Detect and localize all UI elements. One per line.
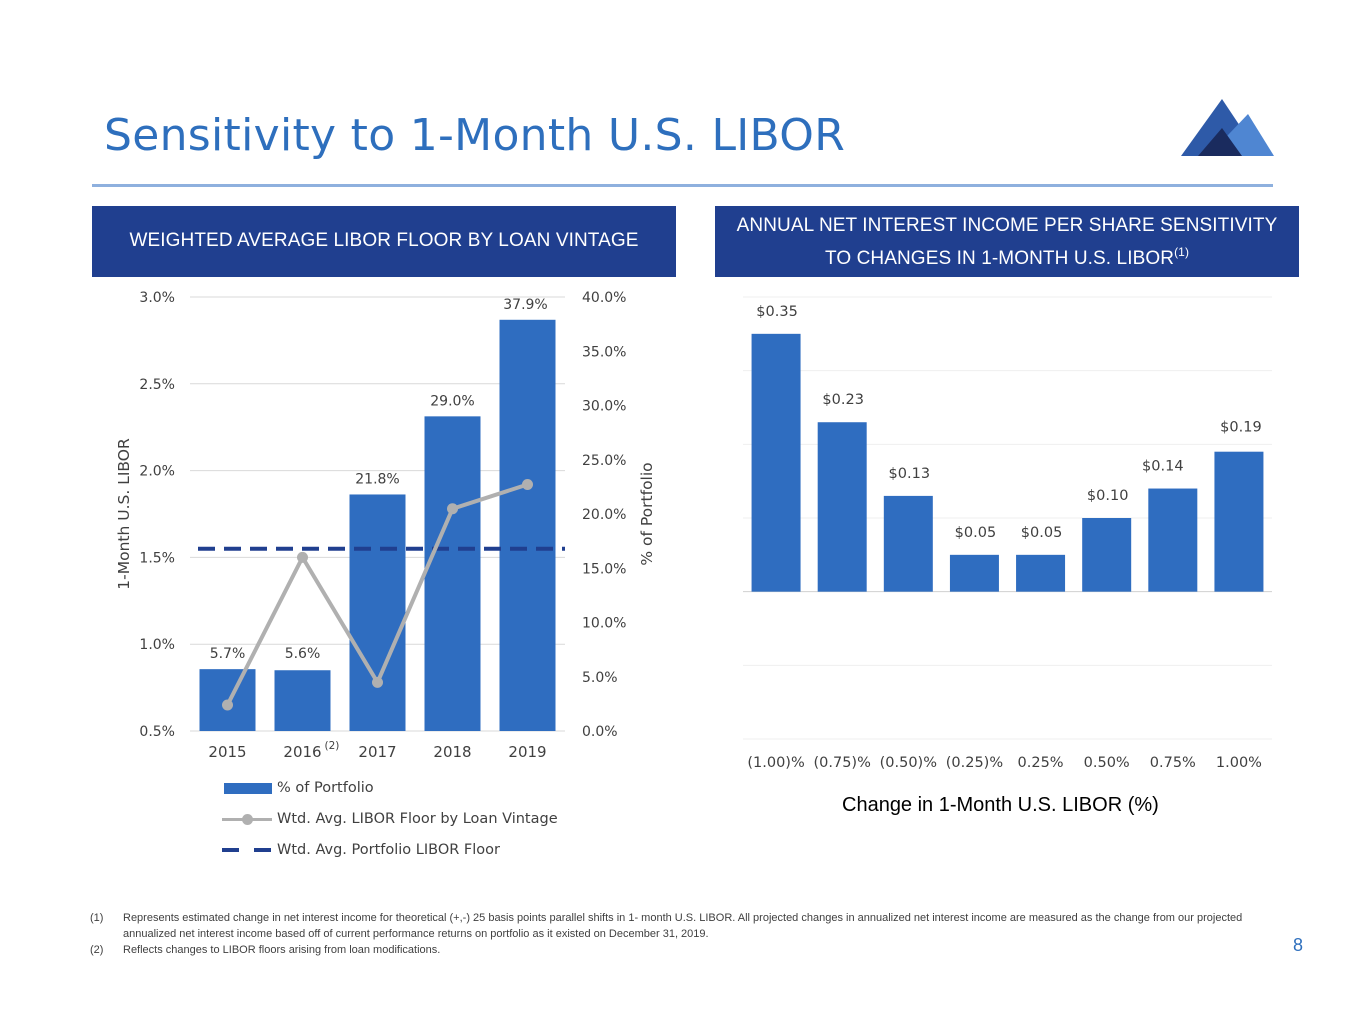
portfolio-bar	[424, 416, 481, 731]
libor-change-category-label: (1.00)%	[747, 755, 804, 771]
right-y-axis-title: % of Portfolio	[638, 462, 656, 565]
vintage-floor-point	[222, 699, 233, 711]
libor-floor-by-vintage-chart: 0.5% 1.0% 1.5% 2.0% 2.5% 3.0% 0.0% 5.0% 10.0% 15.…	[115, 290, 656, 761]
legend-label-portfolio: % of Portfolio	[277, 780, 374, 796]
portfolio-bar-label: 29.0%	[430, 393, 474, 409]
vintage-category-sup: (2)	[325, 740, 340, 752]
left-y-tick-label: 0.5%	[139, 724, 175, 740]
portfolio-bar-label: 5.6%	[285, 646, 321, 662]
right-y-tick-label: 15.0%	[582, 561, 626, 577]
legend-label-vintage-floor: Wtd. Avg. LIBOR Floor by Loan Vintage	[277, 811, 558, 827]
footnotes: (1) Represents estimated change in net i…	[90, 910, 1270, 958]
sensitivity-bar-label: $0.23	[822, 392, 864, 408]
left-y-tick-label: 1.5%	[139, 550, 175, 566]
right-panel-header-sup: (1)	[1174, 244, 1190, 259]
legend-dash-swatch	[254, 848, 271, 852]
sensitivity-bar	[817, 422, 867, 592]
sensitivity-bar-label: $0.14	[1142, 459, 1184, 475]
footnote-2: (2) Reflects changes to LIBOR floors ari…	[90, 942, 1270, 958]
sensitivity-bar	[1148, 488, 1198, 592]
legend-label-portfolio-floor: Wtd. Avg. Portfolio LIBOR Floor	[277, 842, 500, 858]
legend-dash-swatch	[222, 848, 239, 852]
sensitivity-bar-label: $0.05	[1021, 525, 1063, 541]
vintage-category-label: 2018	[433, 743, 471, 761]
portfolio-bar-label: 37.9%	[503, 297, 547, 313]
page-title: Sensitivity to 1-Month U.S. LIBOR	[104, 110, 846, 161]
right-panel-header-line1: ANNUAL NET INTEREST INCOME PER SHARE SEN…	[736, 214, 1278, 236]
footnote-text: Represents estimated change in net inter…	[123, 912, 1243, 940]
vintage-category-label: 2019	[508, 743, 546, 761]
right-y-tick-label: 25.0%	[582, 453, 626, 469]
sensitivity-bar	[949, 554, 999, 592]
footnote-1: (1) Represents estimated change in net i…	[90, 910, 1270, 942]
vintage-floor-point	[522, 478, 533, 490]
right-chart-x-axis-title: Change in 1-Month U.S. LIBOR (%)	[842, 794, 1159, 816]
company-logo-icon	[1181, 99, 1274, 156]
left-y-axis-title: 1-Month U.S. LIBOR	[115, 438, 133, 590]
left-panel-header: WEIGHTED AVERAGE LIBOR FLOOR BY LOAN VIN…	[92, 206, 676, 277]
sensitivity-bar-label: $0.10	[1087, 488, 1129, 504]
left-y-tick-label: 2.5%	[139, 377, 175, 393]
libor-change-category-label: (0.75)%	[813, 755, 870, 771]
legend-item-vintage-floor: Wtd. Avg. LIBOR Floor by Loan Vintage	[222, 809, 558, 829]
sensitivity-bar	[751, 333, 801, 592]
legend-dot-swatch	[242, 814, 253, 825]
vintage-category-label: 2016	[283, 743, 321, 761]
sensitivity-bar-label: $0.19	[1220, 420, 1262, 436]
right-y-tick-label: 0.0%	[582, 724, 618, 740]
footnote-number: (1)	[90, 912, 104, 924]
footnote-number: (2)	[90, 944, 104, 956]
right-panel-header: ANNUAL NET INTEREST INCOME PER SHARE SEN…	[715, 206, 1299, 277]
portfolio-bar-label: 21.8%	[355, 471, 399, 487]
title-divider	[92, 184, 1273, 187]
vintage-floor-point	[447, 503, 458, 515]
page-number: 8	[1293, 935, 1304, 955]
portfolio-bar-label: 5.7%	[210, 646, 246, 662]
libor-change-category-label: 1.00%	[1216, 755, 1262, 771]
nii-sensitivity-chart: $0.35 $0.23 $0.13 $0.05 $0.05 $0.10 $0.14 $0.19…	[743, 296, 1272, 771]
sensitivity-bar-label: $0.05	[955, 525, 997, 541]
libor-change-category-label: (0.25)%	[946, 755, 1003, 771]
footnote-text: Reflects changes to LIBOR floors arising…	[123, 944, 441, 956]
right-y-tick-label: 20.0%	[582, 507, 626, 523]
sensitivity-bar	[883, 495, 933, 592]
vintage-floor-point	[372, 676, 383, 688]
left-y-tick-label: 2.0%	[139, 464, 175, 480]
portfolio-bar	[274, 670, 331, 731]
vintage-category-label: 2017	[358, 743, 396, 761]
left-y-tick-label: 1.0%	[139, 637, 175, 653]
portfolio-bar	[499, 319, 556, 731]
portfolio-bar	[349, 494, 406, 731]
right-y-tick-label: 35.0%	[582, 344, 626, 360]
right-y-tick-label: 40.0%	[582, 290, 626, 306]
right-y-tick-label: 30.0%	[582, 399, 626, 415]
left-panel-header-text: WEIGHTED AVERAGE LIBOR FLOOR BY LOAN VIN…	[129, 230, 639, 251]
sensitivity-bar	[1082, 518, 1132, 592]
vintage-floor-point	[297, 551, 308, 563]
right-panel-header-line2: TO CHANGES IN 1-MONTH U.S. LIBOR	[824, 247, 1175, 269]
sensitivity-bar	[1016, 554, 1066, 592]
right-y-tick-label: 10.0%	[582, 616, 626, 632]
legend-bar-swatch	[224, 783, 272, 794]
right-y-tick-label: 5.0%	[582, 670, 618, 686]
libor-change-category-label: 0.50%	[1084, 755, 1130, 771]
sensitivity-bar-label: $0.13	[889, 466, 931, 482]
libor-change-category-label: 0.25%	[1018, 755, 1064, 771]
vintage-category-label: 2015	[208, 743, 246, 761]
legend-item-portfolio-floor: Wtd. Avg. Portfolio LIBOR Floor	[222, 840, 500, 860]
libor-change-category-label: (0.50)%	[880, 755, 937, 771]
libor-change-category-label: 0.75%	[1150, 755, 1196, 771]
left-y-tick-label: 3.0%	[139, 290, 175, 306]
sensitivity-bar	[1214, 451, 1264, 592]
legend-item-portfolio: % of Portfolio	[222, 778, 374, 798]
sensitivity-bar-label: $0.35	[756, 304, 798, 320]
